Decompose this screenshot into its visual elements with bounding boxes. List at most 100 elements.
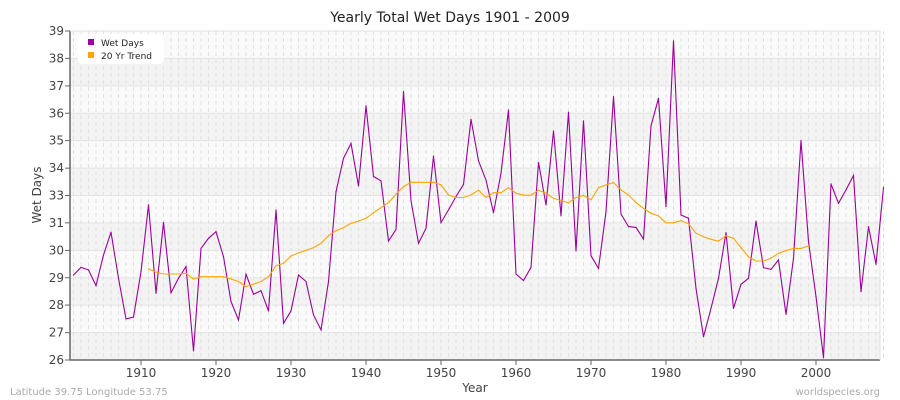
y-tick-label: 33 bbox=[49, 189, 64, 203]
wet-days-point bbox=[822, 357, 825, 359]
trend-point bbox=[447, 194, 450, 196]
trend-point bbox=[732, 237, 735, 239]
trend-point bbox=[612, 181, 615, 184]
trend-point bbox=[710, 238, 712, 240]
wet-days-point bbox=[327, 280, 330, 283]
trend-point bbox=[597, 187, 600, 189]
trend-point bbox=[680, 219, 682, 222]
wet-days-point bbox=[650, 125, 652, 127]
x-tick-label: 1950 bbox=[426, 366, 457, 380]
plot-band bbox=[70, 58, 880, 86]
trend-point bbox=[747, 256, 750, 258]
chart-title: Yearly Total Wet Days 1901 - 2009 bbox=[329, 10, 570, 26]
wet-days-point bbox=[230, 300, 232, 303]
trend-point bbox=[170, 273, 172, 275]
wet-days-point bbox=[635, 226, 637, 228]
trend-point bbox=[290, 255, 292, 257]
trend-point bbox=[312, 247, 315, 249]
wet-days-point bbox=[305, 280, 307, 283]
trend-point bbox=[402, 186, 405, 188]
wet-days-point bbox=[380, 180, 382, 182]
trend-point bbox=[642, 207, 645, 210]
trend-point bbox=[582, 194, 585, 197]
trend-point bbox=[575, 196, 577, 199]
legend-box bbox=[78, 34, 164, 64]
wet-days-point bbox=[372, 175, 375, 178]
y-axis-label: Wet Days bbox=[30, 166, 44, 223]
wet-days-point bbox=[837, 202, 840, 204]
wet-days-point bbox=[867, 226, 870, 228]
wet-days-point bbox=[882, 186, 885, 189]
wet-days-point bbox=[597, 267, 600, 269]
trend-point bbox=[335, 230, 337, 232]
wet-days-point bbox=[72, 274, 75, 276]
y-tick-label: 35 bbox=[49, 134, 64, 148]
wet-days-point bbox=[275, 209, 277, 211]
trend-point bbox=[342, 227, 345, 229]
legend-swatch-wet-days bbox=[88, 39, 94, 45]
wet-days-point bbox=[350, 142, 352, 144]
y-tick-label: 38 bbox=[49, 51, 64, 65]
wet-days-point bbox=[320, 329, 322, 331]
wet-days-point bbox=[365, 105, 367, 107]
trend-point bbox=[305, 249, 307, 252]
wet-days-point bbox=[845, 189, 847, 191]
trend-point bbox=[432, 181, 435, 183]
wet-days-point bbox=[627, 226, 630, 228]
wet-days-point bbox=[485, 179, 487, 181]
wet-days-point bbox=[875, 263, 877, 265]
trend-point bbox=[192, 278, 195, 280]
wet-days-point bbox=[500, 172, 502, 174]
wet-days-point bbox=[402, 90, 405, 93]
x-tick-label: 1980 bbox=[651, 366, 682, 380]
wet-days-point bbox=[860, 291, 862, 293]
trend-point bbox=[207, 276, 210, 278]
x-tick-label: 1930 bbox=[276, 366, 307, 380]
trend-point bbox=[282, 262, 285, 264]
y-tick-label: 31 bbox=[49, 216, 64, 230]
trend-point bbox=[245, 286, 247, 288]
trend-point bbox=[537, 189, 540, 191]
wet-days-point bbox=[522, 279, 525, 282]
wet-days-point bbox=[770, 268, 772, 270]
wet-days-point bbox=[177, 277, 180, 279]
x-tick-label: 1960 bbox=[501, 366, 532, 380]
wet-days-point bbox=[102, 254, 105, 256]
wet-days-point bbox=[95, 284, 97, 287]
wet-days-point bbox=[410, 199, 412, 202]
trend-point bbox=[320, 242, 322, 244]
wet-days-point bbox=[755, 220, 757, 222]
trend-point bbox=[567, 202, 570, 204]
wet-days-point bbox=[185, 266, 187, 268]
trend-point bbox=[672, 222, 675, 224]
wet-days-point bbox=[830, 183, 832, 185]
wet-days-point bbox=[575, 250, 577, 252]
y-tick-label: 29 bbox=[49, 271, 64, 285]
trend-point bbox=[590, 199, 592, 201]
trend-point bbox=[440, 184, 442, 186]
y-tick-label: 30 bbox=[49, 243, 64, 257]
wet-days-point bbox=[125, 318, 127, 320]
wet-days-point bbox=[455, 195, 457, 198]
trend-point bbox=[162, 273, 165, 275]
wet-days-point bbox=[117, 277, 120, 279]
wet-days-point bbox=[710, 307, 712, 309]
wet-days-point bbox=[507, 109, 510, 111]
wet-days-point bbox=[252, 293, 255, 295]
plot-band bbox=[70, 113, 880, 141]
trend-point bbox=[357, 220, 360, 222]
wet-days-point bbox=[80, 266, 82, 268]
wet-days-point bbox=[590, 255, 592, 257]
trend-point bbox=[417, 181, 420, 183]
trend-point bbox=[185, 272, 187, 274]
wet-days-point bbox=[312, 314, 315, 316]
wet-days-point bbox=[657, 97, 660, 99]
wet-days-point bbox=[132, 316, 135, 318]
y-tick-label: 37 bbox=[49, 79, 64, 93]
trend-point bbox=[507, 187, 510, 189]
wet-days-point bbox=[440, 221, 442, 224]
legend: Wet Days 20 Yr Trend bbox=[78, 34, 164, 64]
wet-days-point bbox=[552, 130, 555, 132]
wet-days-point bbox=[110, 231, 112, 233]
